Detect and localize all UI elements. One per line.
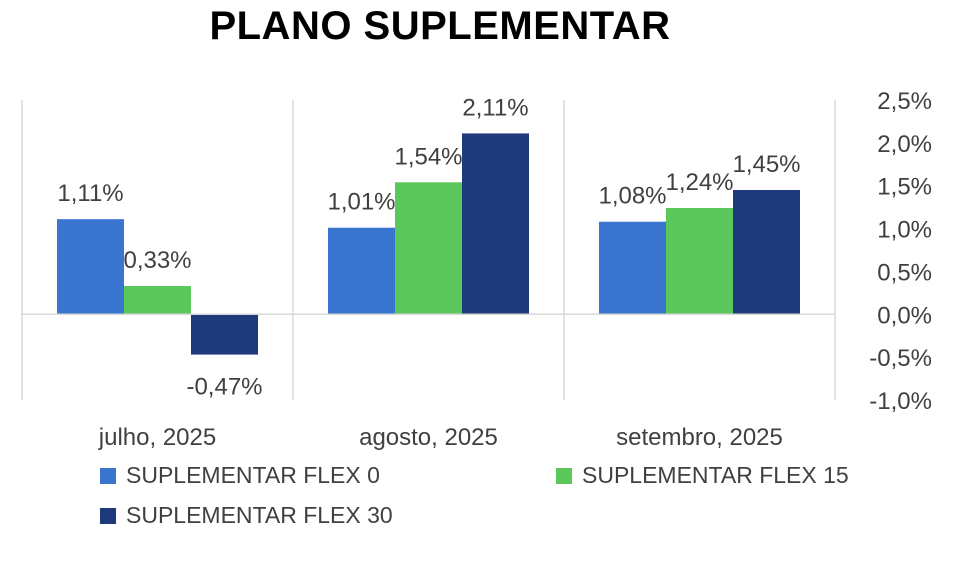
y-tick-label: -0,5% (869, 345, 932, 372)
x-category-label: setembro, 2025 (616, 424, 783, 451)
bar (599, 221, 666, 315)
data-label: 1,01% (327, 189, 395, 216)
bar (328, 227, 395, 315)
y-tick-label: 1,0% (877, 217, 932, 244)
legend-label-flex-30: SUPLEMENTAR FLEX 30 (126, 502, 393, 528)
legend-item-flex-30: SUPLEMENTAR FLEX 30 (100, 502, 393, 529)
data-label: -0,47% (186, 374, 262, 401)
legend-item-flex-15: SUPLEMENTAR FLEX 15 (556, 462, 849, 489)
data-label: 1,24% (665, 169, 733, 196)
legend-swatch-flex-0 (100, 467, 116, 484)
x-category-label: julho, 2025 (98, 424, 216, 451)
bar (57, 219, 124, 315)
bar (462, 133, 529, 315)
y-tick-label: 2,0% (877, 131, 932, 158)
data-label: 2,11% (462, 94, 528, 121)
legend-label-flex-15: SUPLEMENTAR FLEX 15 (582, 462, 849, 488)
y-tick-label: 2,5% (877, 88, 932, 115)
y-tick-label: 1,5% (877, 174, 932, 201)
x-category-label: agosto, 2025 (359, 424, 498, 451)
legend-label-flex-0: SUPLEMENTAR FLEX 0 (126, 462, 380, 488)
legend-swatch-flex-15 (556, 467, 572, 484)
bar (124, 286, 191, 315)
bar (733, 190, 800, 315)
chart-title: PLANO SUPLEMENTAR (209, 4, 671, 48)
legend-item-flex-0: SUPLEMENTAR FLEX 0 (100, 462, 380, 489)
data-label: 0,33% (123, 247, 191, 274)
legend-swatch-flex-30 (100, 507, 116, 524)
data-label: 1,54% (394, 143, 462, 170)
bar (666, 208, 733, 315)
data-label: 1,45% (732, 151, 800, 178)
y-tick-label: 0,0% (877, 302, 932, 329)
data-label: 1,11% (57, 180, 123, 207)
bar (191, 314, 258, 355)
y-tick-label: 0,5% (877, 259, 932, 286)
data-label: 1,08% (598, 183, 666, 210)
bar (395, 182, 462, 315)
y-tick-label: -1,0% (869, 388, 932, 415)
